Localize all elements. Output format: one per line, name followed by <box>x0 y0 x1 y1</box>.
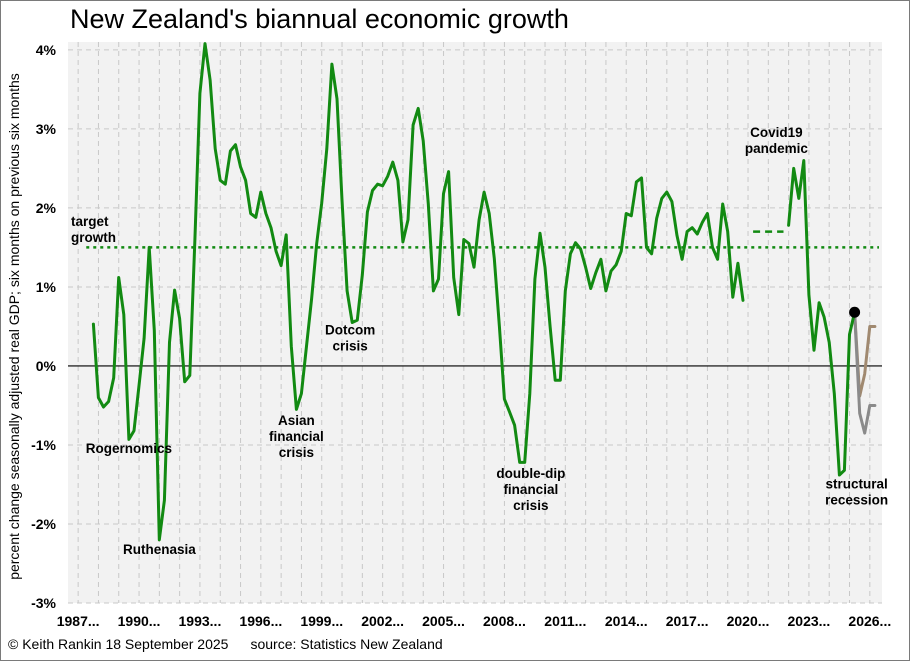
series-line-scenario-grey- <box>853 310 877 435</box>
x-tick-label: 1999... <box>300 613 343 629</box>
x-tick-label: 2020... <box>727 613 770 629</box>
x-axis-ticks: 1987... 1990... 1993... 1996... 1999... 2002.… <box>57 613 891 629</box>
y-tick-label: 2% <box>36 200 57 216</box>
annotation-line: Covid19 <box>750 125 803 140</box>
annotation-line: Asian <box>278 413 315 428</box>
annotation-line: pandemic <box>745 141 809 156</box>
annotation-dotcom: Dotcom crisis <box>325 322 375 353</box>
annotation-line: crisis <box>513 498 548 513</box>
x-tick-label: 1993... <box>179 613 222 629</box>
series-line-gdp-growth-post-covid- <box>787 159 857 477</box>
target-growth-label-line: target <box>71 214 109 229</box>
annotation-line: financial <box>503 482 558 497</box>
y-tick-label: -1% <box>31 437 56 453</box>
annotation-line: Rogernomics <box>86 441 172 456</box>
x-tick-label: 2008... <box>483 613 526 629</box>
annotation-doubledip: double-dip financial crisis <box>496 466 565 513</box>
x-tick-label: 1987... <box>57 613 100 629</box>
x-tick-label: 2026... <box>848 613 891 629</box>
annotation-ruthenasia: Ruthenasia <box>123 542 196 557</box>
y-tick-label: 3% <box>36 121 57 137</box>
x-tick-label: 2017... <box>666 613 709 629</box>
target-growth-label: target growth <box>71 214 116 245</box>
annotation-line: Dotcom <box>325 322 375 337</box>
plot-area <box>68 42 882 603</box>
annotation-line: Ruthenasia <box>123 542 196 557</box>
x-tick-label: 2005... <box>422 613 465 629</box>
footer: © Keith Rankin 18 September 2025 source: … <box>8 636 443 652</box>
chart-title: New Zealand's biannual economic growth <box>70 4 569 34</box>
source-text: source: Statistics New Zealand <box>250 636 443 652</box>
annotation-line: double-dip <box>496 466 565 481</box>
annotation-line: recession <box>825 492 888 507</box>
annotation-covid: Covid19 pandemic <box>745 125 809 156</box>
plot-series <box>91 42 877 542</box>
x-tick-label: 2014... <box>605 613 648 629</box>
annotation-line: crisis <box>333 338 368 353</box>
annotation-asian: Asian financial crisis <box>269 413 324 460</box>
x-tick-label: 2011... <box>544 613 586 629</box>
annotation-line: financial <box>269 429 324 444</box>
x-tick-label: 1990... <box>118 613 161 629</box>
y-axis-label: percent change seasonally adjusted real … <box>6 73 22 580</box>
target-growth-label-line: growth <box>71 230 116 245</box>
credit-text: © Keith Rankin 18 September 2025 <box>8 636 229 652</box>
y-tick-label: 0% <box>36 358 57 374</box>
gridlines <box>68 42 882 604</box>
latest-point-marker <box>849 306 861 318</box>
annotation-line: crisis <box>279 445 314 460</box>
reference-lines: target growth <box>68 214 882 367</box>
y-axis-ticks: 4% 3% 2% 1% 0% -1% -2% -3% <box>31 42 56 611</box>
annotation-structural: structural recession <box>825 476 888 507</box>
x-tick-label: 2002... <box>361 613 404 629</box>
series-line-gdp-growth-actual- <box>91 42 745 542</box>
y-tick-label: 4% <box>36 42 57 58</box>
y-tick-label: 1% <box>36 279 57 295</box>
annotation-rogernomics: Rogernomics <box>86 441 172 456</box>
annotation-line: structural <box>825 476 887 491</box>
x-tick-label: 1996... <box>239 613 282 629</box>
x-tick-label: 2023... <box>788 613 831 629</box>
y-tick-label: -2% <box>31 516 56 532</box>
y-tick-label: -3% <box>31 595 56 611</box>
